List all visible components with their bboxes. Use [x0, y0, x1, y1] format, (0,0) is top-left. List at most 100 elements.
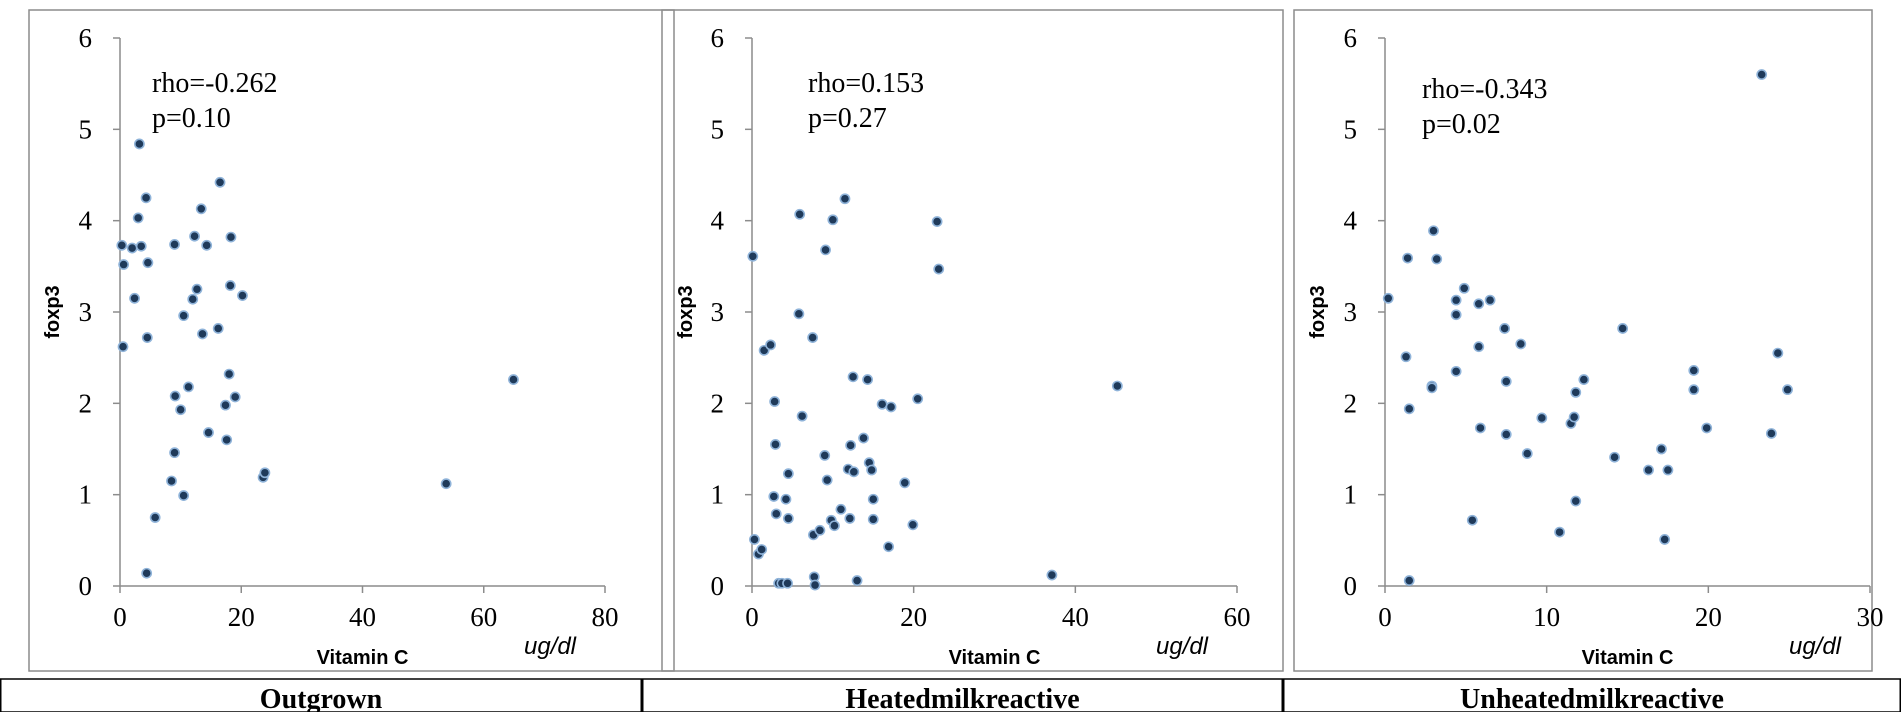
data-point — [807, 332, 819, 343]
data-point — [214, 176, 226, 188]
x-tick-label: 10 — [1533, 602, 1560, 632]
stat-annotation: rho=0.153 — [808, 68, 924, 99]
data-point — [862, 374, 873, 385]
x-tick-label: 0 — [113, 602, 127, 632]
y-tick-label: 2 — [711, 388, 725, 418]
data-point — [912, 393, 924, 405]
data-point — [829, 520, 840, 532]
data-point — [858, 432, 869, 444]
y-tick-label: 0 — [79, 571, 93, 601]
scatter-series — [1382, 69, 1793, 586]
stat-annotation: p=0.10 — [152, 103, 231, 134]
data-point — [876, 398, 888, 410]
data-point — [749, 534, 760, 545]
data-point — [224, 280, 236, 291]
x-tick-label: 60 — [1224, 602, 1251, 632]
x-tick-label: 20 — [228, 602, 255, 632]
data-point — [885, 401, 897, 413]
y-tick-label: 0 — [1344, 571, 1358, 601]
data-point — [141, 332, 153, 343]
x-tick-label: 0 — [745, 602, 759, 632]
y-tick-label: 1 — [1344, 480, 1358, 510]
x-tick-label: 30 — [1857, 602, 1884, 632]
stat-annotation: p=0.02 — [1422, 109, 1501, 140]
data-point — [187, 293, 199, 305]
caption-border — [1283, 678, 1901, 712]
data-point — [1500, 376, 1512, 387]
data-point — [203, 427, 214, 438]
y-axis-label: foxp3 — [1307, 285, 1329, 338]
data-point — [821, 474, 833, 486]
data-point — [770, 439, 781, 450]
y-tick-label: 6 — [1344, 23, 1358, 53]
data-point — [1643, 464, 1654, 476]
scatter-series — [116, 138, 519, 579]
data-point — [141, 567, 153, 579]
caption-cell: Outgrown — [0, 678, 642, 712]
data-point — [1554, 526, 1565, 538]
data-point — [1500, 428, 1512, 440]
data-point — [1772, 347, 1784, 359]
stat-annotation: p=0.27 — [808, 103, 887, 134]
data-point — [440, 478, 452, 490]
data-point — [201, 239, 213, 251]
y-tick-label: 1 — [711, 480, 725, 510]
y-tick-label: 4 — [711, 206, 725, 236]
data-point — [1659, 534, 1671, 545]
stat-annotation: rho=-0.343 — [1422, 74, 1547, 105]
x-tick-label: 20 — [1695, 602, 1722, 632]
data-point — [1046, 569, 1058, 581]
data-point — [820, 244, 831, 256]
data-point — [223, 368, 235, 380]
x-tick-label: 80 — [592, 602, 619, 632]
data-point — [782, 468, 794, 480]
data-point — [1426, 382, 1438, 394]
data-point — [907, 519, 919, 531]
data-point — [1688, 384, 1700, 396]
data-point — [1466, 514, 1478, 526]
data-point — [769, 396, 781, 407]
data-point — [225, 231, 237, 243]
data-point — [756, 544, 768, 555]
data-point — [782, 577, 793, 589]
data-point — [166, 475, 177, 487]
data-point — [835, 503, 847, 515]
data-point — [259, 467, 271, 479]
data-point — [847, 371, 859, 383]
stat-annotation: rho=-0.262 — [152, 68, 277, 99]
x-axis-unit: ug/dl — [1156, 633, 1209, 660]
data-point — [1428, 225, 1439, 237]
data-point — [237, 290, 248, 301]
data-point — [149, 512, 161, 523]
data-point — [796, 410, 808, 422]
data-point — [931, 216, 943, 227]
data-point — [1474, 422, 1486, 434]
y-tick-label: 3 — [1344, 297, 1358, 327]
data-point — [747, 250, 759, 262]
data-point — [189, 230, 200, 242]
data-point — [229, 391, 241, 403]
data-point — [178, 490, 190, 501]
y-tick-label: 1 — [79, 480, 93, 510]
data-point — [178, 310, 190, 322]
data-point — [195, 203, 207, 215]
data-point — [169, 447, 180, 459]
data-point — [1473, 298, 1485, 310]
data-point — [1403, 403, 1415, 415]
data-point — [768, 491, 780, 502]
y-tick-label: 0 — [711, 571, 725, 601]
data-point — [1782, 384, 1793, 396]
data-point — [212, 323, 224, 334]
data-point — [169, 239, 180, 250]
data-point — [1382, 292, 1394, 304]
caption-cell: Unheatedmilkreactive — [1283, 678, 1901, 712]
data-point — [1570, 495, 1582, 507]
panel-caption: Heatedmilkreactive — [845, 684, 1079, 712]
data-point — [899, 477, 911, 489]
chart-panel: 0 1 2 3 4 5 6 0 10 20 30 foxp3 Vitamin C ug/dl rho=-0.… — [1293, 9, 1884, 672]
y-tick-label: 5 — [1344, 114, 1358, 144]
y-tick-label: 4 — [1344, 206, 1358, 236]
data-point — [809, 579, 821, 591]
data-point — [883, 541, 895, 553]
